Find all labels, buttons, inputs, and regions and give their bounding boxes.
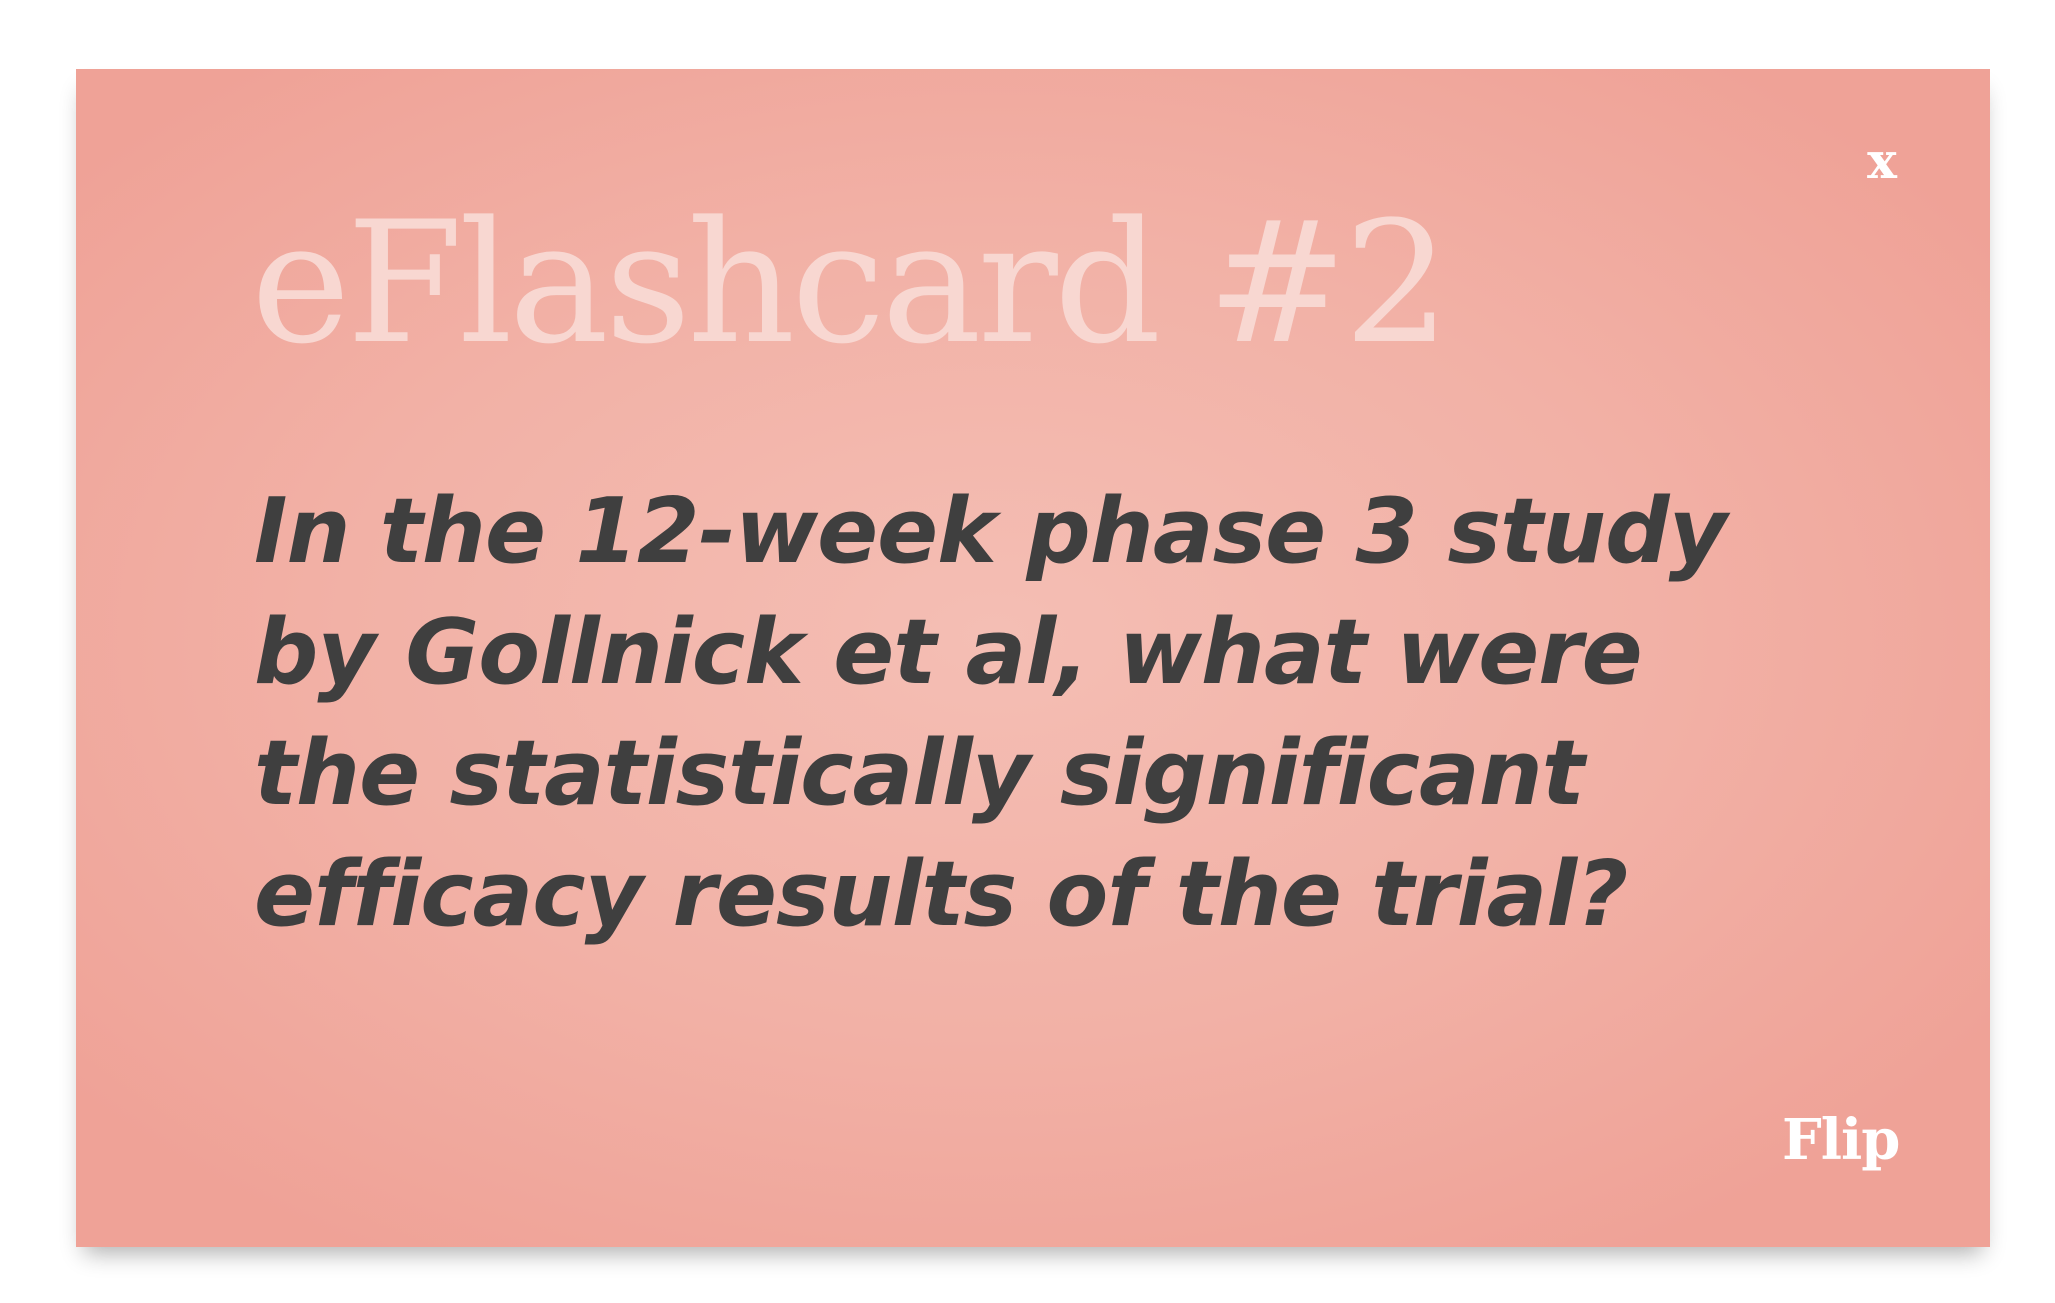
- close-icon[interactable]: x: [1867, 131, 1897, 190]
- flip-button-label[interactable]: Flip: [1782, 1107, 1900, 1173]
- flip-button[interactable]: Flip: [1782, 1105, 1900, 1175]
- question-line: efficacy results of the trial?: [254, 842, 1628, 947]
- question-line: the statistically significant: [254, 721, 1585, 826]
- flashcard: x eFlashcard #2 In the 12-week phase 3 s…: [76, 69, 1990, 1247]
- question-line: In the 12-week phase 3 study: [254, 479, 1727, 584]
- question-line: by Gollnick et al, what were: [254, 600, 1643, 705]
- close-button[interactable]: x: [1852, 131, 1912, 191]
- flashcard-title: eFlashcard #2: [251, 185, 1450, 381]
- flashcard-question: In the 12-week phase 3 study by Gollnick…: [254, 471, 1814, 955]
